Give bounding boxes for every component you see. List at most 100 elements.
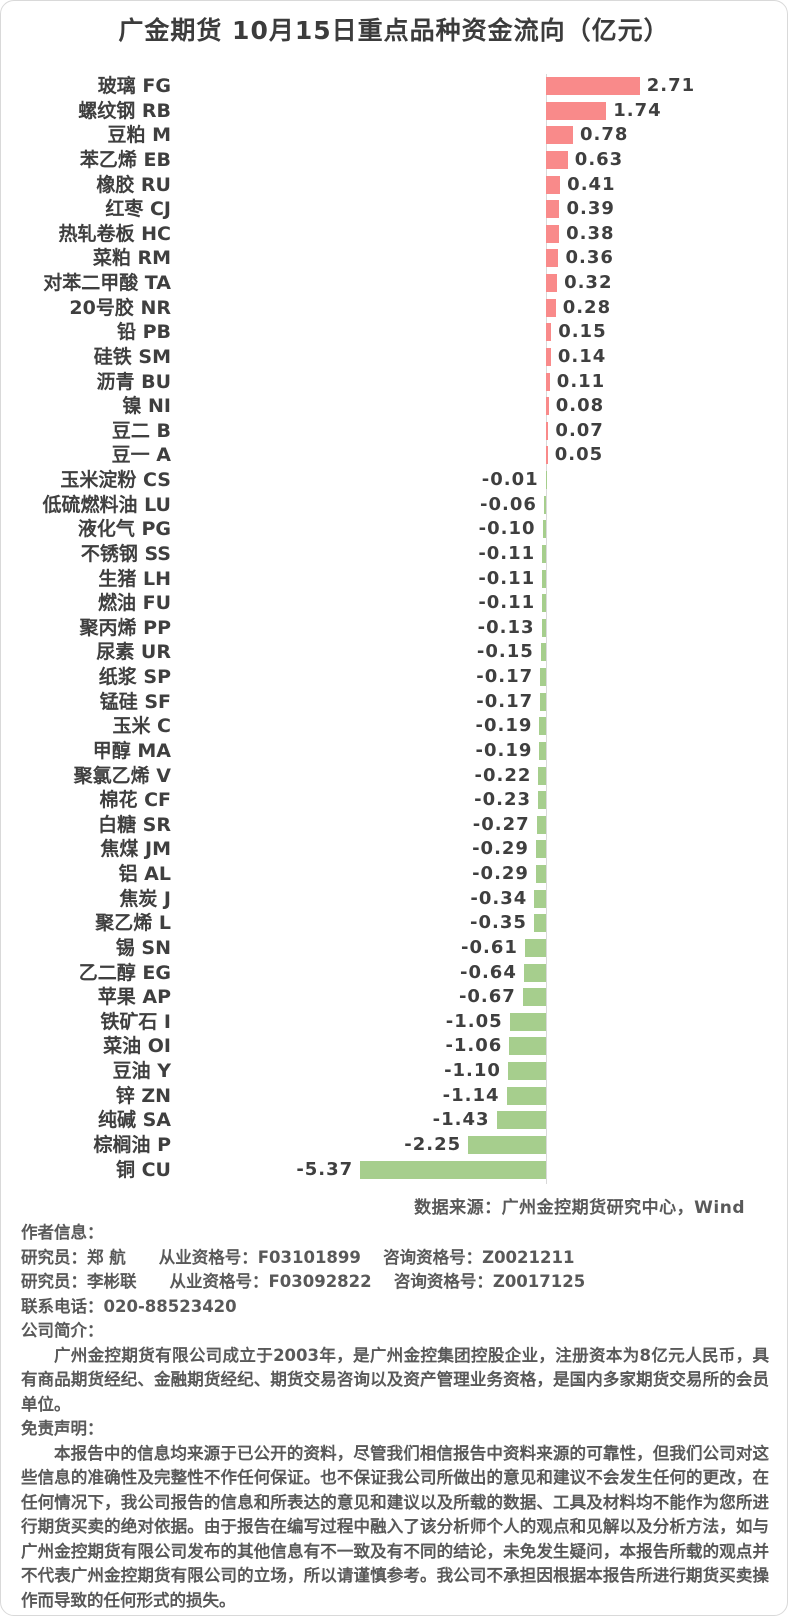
category-label: 铅 PB	[116, 321, 171, 344]
negative-bar	[535, 865, 546, 883]
chart-row: 锡 SN -0.61	[1, 936, 787, 961]
chart-row: 聚丙烯 PP -0.13	[1, 616, 787, 641]
value-label: -5.37	[296, 1158, 354, 1180]
value-label: -0.34	[470, 887, 528, 909]
negative-bar	[541, 618, 546, 637]
negative-bar	[540, 692, 546, 711]
value-label: -0.35	[470, 912, 527, 934]
chart-row: 热轧卷板 HC 0.38	[1, 222, 787, 247]
chart-row: 豆油 Y -1.10	[1, 1059, 787, 1084]
chart-row: 20号胶 NR 0.28	[1, 296, 787, 321]
chart-row: 聚乙烯 L -0.35	[1, 911, 787, 936]
negative-bar	[542, 569, 546, 588]
chart-row: 镍 NI 0.08	[1, 394, 787, 419]
positive-bar	[546, 372, 550, 391]
value-label: -1.43	[432, 1109, 490, 1131]
chart-row: 甲醇 MA -0.19	[1, 739, 787, 764]
company-intro-label: 公司简介：	[21, 1321, 104, 1340]
category-label: 豆粕 M	[107, 124, 171, 147]
negative-bar	[534, 889, 546, 908]
positive-bar	[546, 274, 558, 292]
chart-row: 纯碱 SA -1.43	[1, 1108, 787, 1133]
value-label: -0.11	[478, 567, 536, 589]
chart-rows: 玻璃 FG 2.71 螺纹钢 RB 1.74 豆粕 M 0.78 苯乙烯 EB 0.63 橡胶 …	[1, 74, 787, 1182]
value-label: -0.17	[476, 690, 534, 712]
category-label: 沥青 BU	[96, 370, 171, 393]
category-label: 苹果 AP	[97, 986, 171, 1009]
chart-row: 玉米淀粉 CS -0.01	[1, 468, 787, 493]
positive-bar	[546, 347, 551, 366]
value-label: 2.71	[646, 75, 696, 96]
positive-bar	[546, 126, 573, 145]
negative-bar	[522, 988, 546, 1007]
category-label: 镍 NI	[122, 395, 171, 418]
negative-bar	[533, 914, 546, 933]
chart-row: 焦炭 J -0.34	[1, 887, 787, 912]
value-label: -0.22	[474, 764, 532, 786]
negative-bar	[542, 520, 546, 539]
negative-bar	[509, 1012, 546, 1031]
value-label: -1.10	[444, 1060, 501, 1081]
positive-bar	[546, 224, 560, 243]
chart-row: 纸浆 SP -0.17	[1, 665, 787, 690]
chart-row: 聚氯乙烯 V -0.22	[1, 764, 787, 789]
category-label: 乙二醇 EG	[78, 961, 171, 984]
value-label: 0.78	[579, 124, 629, 146]
value-label: -0.06	[480, 493, 537, 515]
value-label: -0.67	[458, 986, 516, 1008]
chart-row: 铅 PB 0.15	[1, 320, 787, 345]
value-label: 0.28	[562, 296, 612, 318]
category-label: 对苯二甲酸 TA	[43, 272, 171, 294]
value-label: -2.25	[404, 1133, 462, 1155]
negative-bar	[509, 1037, 546, 1056]
negative-bar	[542, 544, 546, 563]
negative-bar	[543, 495, 546, 514]
negative-bar	[538, 766, 546, 785]
category-label: 低硫燃料油 LU	[42, 493, 171, 516]
chart-row: 铁矿石 I -1.05	[1, 1010, 787, 1035]
value-label: 0.63	[574, 148, 624, 170]
category-label: 豆油 Y	[112, 1060, 171, 1082]
value-label: 0.14	[557, 345, 607, 367]
category-label: 菜粕 RM	[92, 247, 171, 270]
category-label: 焦炭 J	[119, 887, 171, 910]
category-label: 20号胶 NR	[69, 296, 171, 319]
category-label: 铝 AL	[118, 863, 171, 885]
value-label: 0.15	[558, 321, 607, 343]
author-section-label: 作者信息：	[21, 1223, 104, 1242]
chart-row: 玻璃 FG 2.71	[1, 74, 787, 99]
positive-bar	[546, 175, 561, 194]
chart-row: 锰硅 SF -0.17	[1, 690, 787, 715]
category-label: 苯乙烯 EB	[79, 148, 171, 171]
category-label: 甲醇 MA	[92, 739, 171, 762]
chart-row: 铝 AL -0.29	[1, 862, 787, 887]
chart-row: 苯乙烯 EB 0.63	[1, 148, 787, 173]
negative-bar	[496, 1111, 546, 1130]
positive-bar	[546, 421, 549, 440]
negative-bar	[542, 594, 546, 613]
value-label: -1.06	[445, 1035, 503, 1057]
value-label: 1.74	[613, 99, 662, 121]
chart-row: 焦煤 JM -0.29	[1, 837, 787, 862]
value-label: 0.08	[555, 395, 605, 417]
category-label: 铁矿石 I	[100, 1010, 171, 1033]
value-label: -0.17	[476, 666, 534, 687]
category-label: 锡 SN	[115, 936, 171, 959]
bar-chart: 玻璃 FG 2.71 螺纹钢 RB 1.74 豆粕 M 0.78 苯乙烯 EB 0.63 橡胶 …	[1, 74, 787, 1184]
footer: 作者信息： 研究员：郑 航 从业资格号：F03101899 咨询资格号：Z002…	[21, 1221, 769, 1615]
negative-bar	[539, 717, 546, 736]
chart-row: 液化气 PG -0.10	[1, 517, 787, 542]
value-label: -0.13	[477, 616, 535, 638]
chart-row: 豆二 B 0.07	[1, 419, 787, 444]
positive-bar	[546, 249, 559, 268]
chart-row: 乙二醇 EG -0.64	[1, 961, 787, 986]
value-label: -0.64	[459, 961, 517, 983]
category-label: 硅铁 SM	[93, 345, 171, 368]
category-label: 菜油 OI	[103, 1035, 171, 1058]
value-label: -1.05	[445, 1010, 503, 1032]
value-label: -0.10	[478, 518, 536, 540]
value-label: -0.27	[472, 813, 530, 835]
category-label: 尿素 UR	[96, 641, 171, 664]
positive-bar	[546, 323, 552, 342]
